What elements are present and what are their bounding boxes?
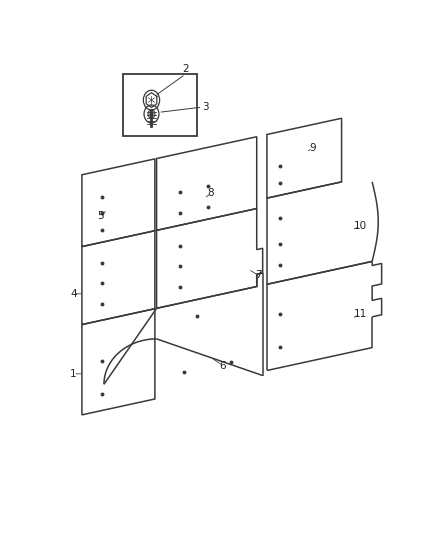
Text: 3: 3	[202, 102, 209, 112]
Text: 7: 7	[255, 270, 262, 280]
Text: 10: 10	[354, 221, 367, 231]
Text: 4: 4	[70, 289, 77, 299]
Circle shape	[150, 112, 153, 116]
Bar	[123, 74, 197, 136]
Text: 8: 8	[208, 188, 214, 198]
Text: 11: 11	[353, 309, 367, 319]
Text: 6: 6	[219, 361, 226, 370]
Text: 9: 9	[309, 143, 316, 153]
Text: 1: 1	[70, 369, 77, 379]
Text: 2: 2	[182, 64, 189, 74]
Text: 5: 5	[97, 211, 104, 221]
